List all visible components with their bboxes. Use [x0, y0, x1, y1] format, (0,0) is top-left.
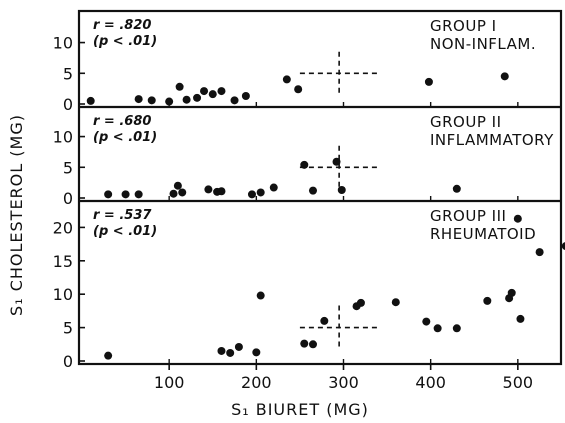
data-point — [165, 97, 174, 106]
y-tick-label: 5 — [63, 319, 73, 338]
data-point — [217, 187, 226, 196]
y-tick-label: 20 — [53, 218, 73, 237]
data-point — [282, 75, 291, 84]
x-axis-title: S₁ BIURET (MG) — [231, 400, 369, 419]
data-point — [356, 298, 365, 307]
x-tick-label: 100 — [154, 373, 185, 392]
data-point — [308, 186, 317, 195]
data-point — [86, 96, 95, 105]
data-point — [217, 87, 226, 96]
x-tick-label: 400 — [415, 373, 446, 392]
data-point — [535, 248, 544, 257]
data-point — [507, 288, 516, 297]
outer-frame — [77, 9, 563, 366]
data-point — [104, 190, 113, 199]
y-tick-label: 0 — [63, 95, 73, 114]
data-point — [300, 339, 309, 348]
panel-2: 0 5 10 r = .680(p < .01) GROUP IIINFLAMMATOR… — [53, 105, 561, 208]
data-point — [226, 348, 235, 357]
data-point — [193, 93, 202, 102]
data-point — [500, 72, 509, 81]
data-point — [391, 298, 400, 307]
data-point — [252, 348, 261, 357]
data-point — [241, 92, 250, 101]
data-point — [332, 157, 341, 166]
y-axis-title: S₁ CHOLESTEROL (MG) — [7, 114, 26, 316]
data-point — [204, 185, 213, 194]
group-name: GROUP I — [430, 17, 497, 35]
data-point — [147, 96, 156, 105]
data-point — [169, 189, 178, 198]
data-point — [178, 188, 187, 197]
y-tick-label: 0 — [63, 352, 73, 371]
data-point — [208, 90, 217, 99]
group-description: RHEUMATOID — [430, 225, 536, 243]
data-point — [320, 316, 329, 325]
plot-frame — [77, 9, 563, 366]
group-name: GROUP III — [430, 207, 506, 225]
data-point — [561, 242, 565, 251]
data-point — [200, 87, 209, 96]
p-value-label: (p < .01) — [93, 224, 157, 239]
data-point — [134, 190, 143, 199]
data-point — [433, 324, 442, 333]
data-point — [234, 342, 243, 351]
x-tick-label: 300 — [328, 373, 359, 392]
data-point — [337, 186, 346, 195]
data-point — [516, 314, 525, 323]
data-point — [424, 77, 433, 86]
data-point — [247, 190, 256, 199]
p-value-label: (p < .01) — [93, 130, 157, 145]
p-value-label: (p < .01) — [93, 34, 157, 49]
data-point — [104, 351, 113, 360]
group-name: GROUP II — [430, 113, 502, 131]
data-point — [422, 317, 431, 326]
data-point — [483, 296, 492, 305]
data-point — [230, 96, 239, 105]
y-tick-label: 10 — [53, 128, 73, 147]
group-description: NON-INFLAM. — [430, 35, 536, 53]
data-point — [217, 346, 226, 355]
data-point — [294, 85, 303, 94]
data-point — [269, 183, 278, 192]
x-tick-label: 500 — [503, 373, 534, 392]
data-point — [182, 95, 191, 104]
data-point — [175, 82, 184, 91]
data-point — [256, 291, 265, 300]
data-point — [308, 340, 317, 349]
correlation-label: r = .537 — [93, 208, 152, 223]
y-tick-label: 5 — [63, 158, 73, 177]
y-tick-label: 0 — [63, 189, 73, 208]
data-point — [513, 214, 522, 223]
data-point — [256, 188, 265, 197]
data-point — [452, 184, 461, 193]
data-point — [173, 181, 182, 190]
panel-3: 0 5 10 15 20 r = .537(p < .01) GROUP IIIRHEUMA… — [53, 199, 565, 371]
y-tick-label: 10 — [53, 34, 73, 53]
data-point — [300, 160, 309, 169]
data-point — [452, 324, 461, 333]
correlation-label: r = .820 — [93, 18, 151, 33]
x-tick-label: 200 — [241, 373, 272, 392]
group-description: INFLAMMATORY — [430, 131, 554, 149]
data-point — [121, 190, 130, 199]
y-tick-label: 5 — [63, 64, 73, 83]
y-tick-label: 10 — [53, 285, 73, 304]
correlation-label: r = .680 — [93, 114, 151, 129]
data-point — [134, 95, 143, 104]
y-tick-label: 15 — [53, 252, 73, 271]
